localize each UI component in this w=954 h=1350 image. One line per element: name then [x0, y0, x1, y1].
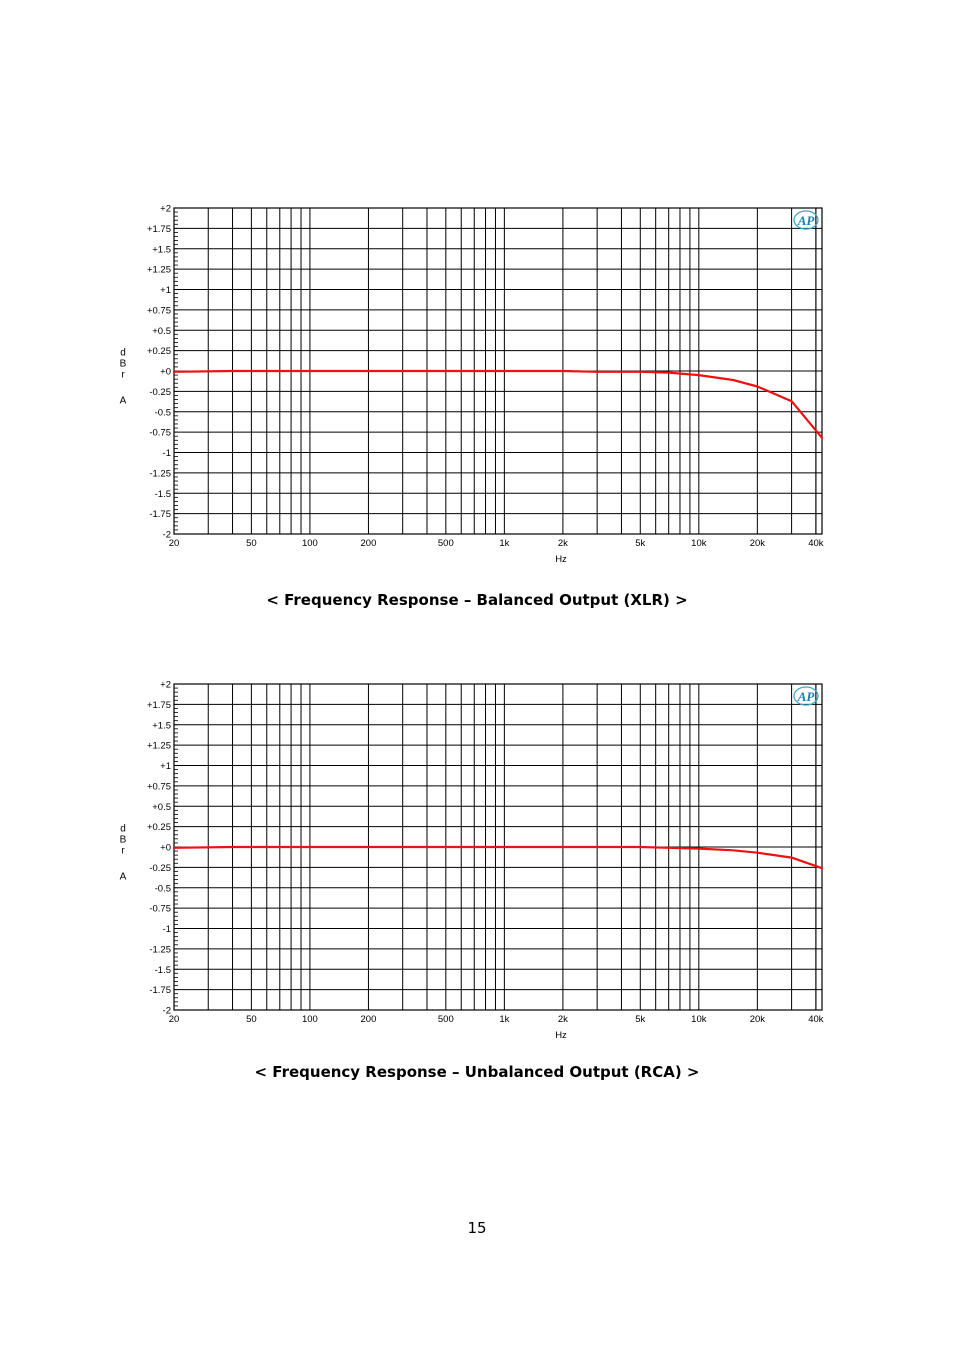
y-tick-label: -0.25: [149, 387, 171, 398]
y-tick-label: +1.75: [147, 224, 171, 235]
y-tick-label: -1.25: [149, 468, 171, 479]
logo-ring: [793, 686, 819, 706]
y-tick-label: +1.25: [147, 265, 171, 276]
y-axis-label-letter: A: [120, 872, 127, 883]
y-axis-label-letter: B: [120, 835, 127, 846]
x-tick-label: 50: [246, 538, 257, 549]
response-line: [172, 845, 824, 870]
page-number: 15: [467, 1219, 487, 1237]
y-axis-label: dBr A: [120, 348, 127, 407]
y-tick-label: +1.75: [147, 700, 171, 711]
y-tick-label: -1.5: [155, 489, 171, 500]
y-tick-label: +0.25: [147, 822, 171, 833]
logo-ring: [793, 210, 819, 230]
y-tick-label: -0.25: [149, 863, 171, 874]
x-tick-label: 20k: [750, 1014, 766, 1025]
y-tick-label: +0.5: [152, 802, 171, 813]
x-tick-label: 40k: [808, 1014, 824, 1025]
x-tick-label: 20: [169, 1014, 180, 1025]
y-tick-label: +0: [160, 843, 171, 854]
y-tick-label: +1.25: [147, 741, 171, 752]
x-axis-label: Hz: [555, 554, 567, 565]
x-tick-label: 100: [302, 1014, 318, 1025]
logo-text: AP: [797, 689, 816, 704]
y-axis-label-letter: d: [120, 348, 126, 359]
x-tick-label: 20k: [750, 538, 766, 549]
x-axis-label: Hz: [555, 1030, 567, 1041]
y-tick-label: -2: [163, 1006, 171, 1017]
y-axis-label-letter: B: [120, 359, 127, 370]
y-tick-label: +0.25: [147, 346, 171, 357]
y-tick-label: +1.5: [152, 720, 171, 731]
y-tick-label: +1: [160, 761, 171, 772]
x-tick-label: 200: [361, 1014, 377, 1025]
x-tick-label: 5k: [635, 538, 645, 549]
logo-text: AP: [797, 213, 816, 228]
x-tick-label: 10k: [691, 1014, 707, 1025]
ap-logo-icon: AP: [793, 210, 819, 230]
y-axis-label: dBr A: [120, 824, 127, 883]
y-tick-label: +2: [160, 204, 171, 215]
ap-logo-icon: AP: [793, 686, 819, 706]
x-tick-label: 20: [169, 538, 180, 549]
y-axis-label-letter: d: [120, 824, 126, 835]
x-tick-label: 200: [361, 538, 377, 549]
x-tick-label: 5k: [635, 1014, 645, 1025]
y-axis-label-letter: r: [121, 370, 125, 381]
y-tick-label: -1.75: [149, 509, 171, 520]
y-tick-label: -2: [163, 530, 171, 541]
frequency-response-xlr-chart: +2 +1.75 +1.5 +1.25 +1 +0.75 +0.5 +0.25 +0 -0.25 -…: [110, 195, 840, 575]
y-tick-label: -0.5: [155, 883, 171, 894]
x-tick-label: 500: [438, 538, 454, 549]
chart-svg: +2 +1.75 +1.5 +1.25 +1 +0.75 +0.5 +0.25 +0 -0.25 -…: [120, 204, 824, 566]
y-tick-label: +1: [160, 285, 171, 296]
chart-svg: +2 +1.75 +1.5 +1.25 +1 +0.75 +0.5 +0.25 +0 -0.25 -…: [120, 680, 824, 1042]
x-tick-label: 40k: [808, 538, 824, 549]
y-tick-label: +0.75: [147, 305, 171, 316]
y-tick-label: +1.5: [152, 244, 171, 255]
x-tick-label: 2k: [558, 538, 568, 549]
y-axis-label-letter: r: [121, 846, 125, 857]
y-tick-label: -1.75: [149, 985, 171, 996]
y-tick-label: +0: [160, 367, 171, 378]
chart-caption-rca: < Frequency Response – Unbalanced Output…: [254, 1063, 700, 1081]
y-tick-label: -0.75: [149, 904, 171, 915]
y-tick-label: -1.5: [155, 965, 171, 976]
y-axis-label-letter: A: [120, 396, 127, 407]
x-tick-label: 1k: [499, 538, 509, 549]
x-tick-label: 500: [438, 1014, 454, 1025]
x-tick-label: 2k: [558, 1014, 568, 1025]
y-tick-label: +0.75: [147, 781, 171, 792]
x-tick-label: 1k: [499, 1014, 509, 1025]
y-tick-label: +2: [160, 680, 171, 691]
y-tick-label: -1: [163, 448, 171, 459]
response-line: [172, 369, 824, 439]
y-tick-label: +0.5: [152, 326, 171, 337]
frequency-response-rca-chart: +2 +1.75 +1.5 +1.25 +1 +0.75 +0.5 +0.25 +0 -0.25 -…: [110, 671, 840, 1051]
x-tick-label: 100: [302, 538, 318, 549]
y-tick-label: -1.25: [149, 944, 171, 955]
y-tick-label: -1: [163, 924, 171, 935]
x-tick-label: 50: [246, 1014, 257, 1025]
x-tick-label: 10k: [691, 538, 707, 549]
chart-caption-xlr: < Frequency Response – Balanced Output (…: [266, 591, 688, 609]
y-tick-label: -0.75: [149, 428, 171, 439]
y-tick-label: -0.5: [155, 407, 171, 418]
